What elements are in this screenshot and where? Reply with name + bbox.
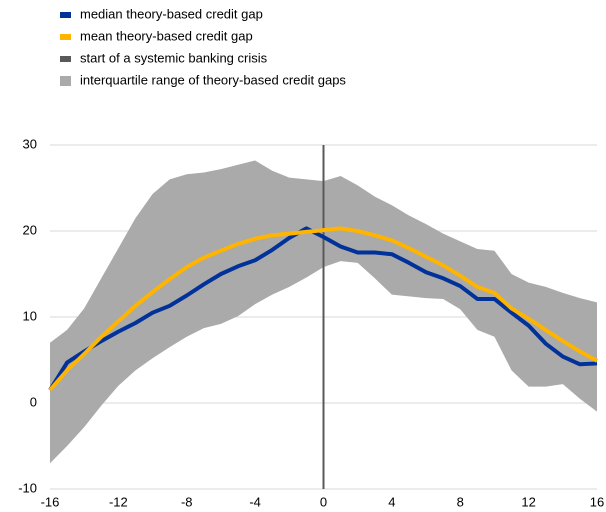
series-line [48,226,598,392]
legend-label: mean theory-based credit gap [80,28,253,43]
x-tick-label: 16 [590,494,604,509]
x-tick-label: 4 [388,494,395,509]
legend-label: median theory-based credit gap [80,6,263,21]
y-tick-label: 20 [23,222,37,237]
x-tick-label: 8 [457,494,464,509]
legend-swatch [60,12,71,18]
y-tick-label: 10 [23,308,37,323]
x-tick-label: 0 [320,494,327,509]
x-tick-label: -8 [181,494,193,509]
x-tick-label: -4 [249,494,261,509]
legend-swatch [60,34,71,40]
interquartile-band [50,160,597,464]
series-line [48,226,598,392]
x-tick-label: -16 [41,494,60,509]
y-tick-label: 30 [23,136,37,151]
legend-swatch [60,56,71,62]
y-tick-label: 0 [30,394,37,409]
x-tick-label: -12 [109,494,128,509]
x-tick-label: 12 [521,494,535,509]
legend-swatch [60,76,71,86]
legend-label: start of a systemic banking crisis [80,50,268,65]
legend-label: interquartile range of theory-based cred… [80,72,346,87]
y-tick-label: -10 [18,480,37,495]
